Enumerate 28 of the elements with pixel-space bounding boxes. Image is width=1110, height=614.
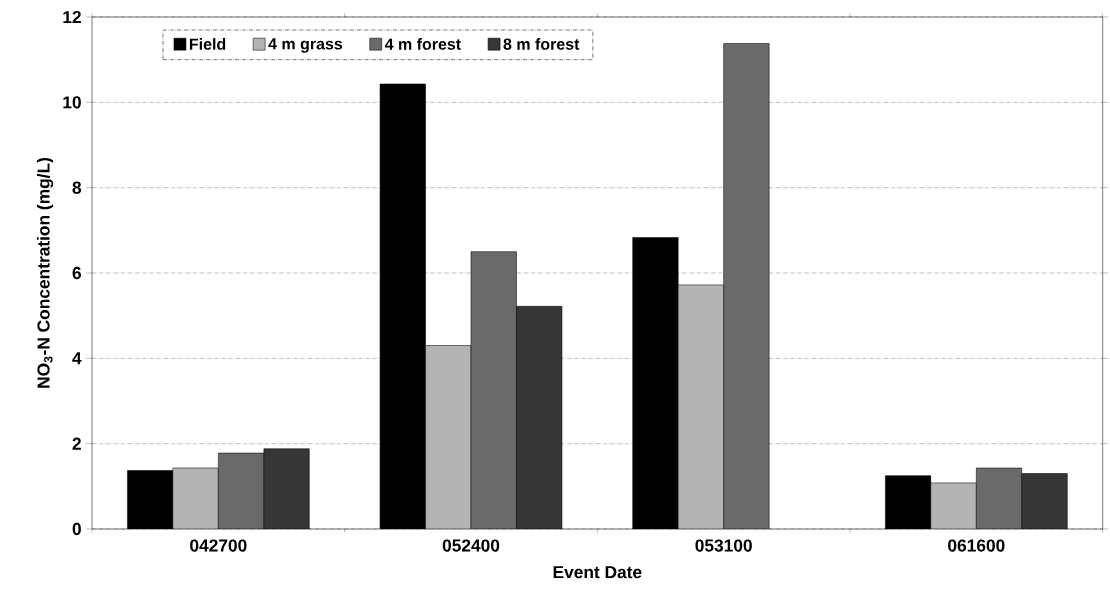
bar [425,345,472,529]
legend-label: 4 m forest [384,38,461,50]
bar [516,306,563,529]
bar [1021,473,1068,529]
bar [976,467,1023,529]
bar [470,251,517,529]
legend-label: Field [189,38,226,50]
y-tick-label: 2 [72,437,81,450]
bar [263,448,310,529]
x-axis-title: Event Date [553,566,642,579]
y-tick-label: 12 [63,10,81,24]
x-tick-label: 042700 [190,539,247,552]
bar [723,43,770,529]
x-tick-label: 053100 [695,539,752,552]
bar [172,467,219,529]
y-tick-label: 6 [72,266,81,280]
bar [677,284,724,529]
bar [218,452,265,529]
y-tick-label: 0 [72,522,81,536]
legend-label: 8 m forest [503,38,580,50]
y-axis-title: NO$_{3}$-N Concentration (mg/L) [36,157,54,388]
y-tick-label: 4 [72,352,82,365]
bar [930,482,977,529]
x-tick-label: 052400 [442,539,500,552]
y-tick-label: 8 [72,181,82,194]
x-tick-label: 061600 [948,539,1005,552]
legend-label: 4 m grass [268,38,343,53]
y-tick-label: 10 [63,96,81,109]
